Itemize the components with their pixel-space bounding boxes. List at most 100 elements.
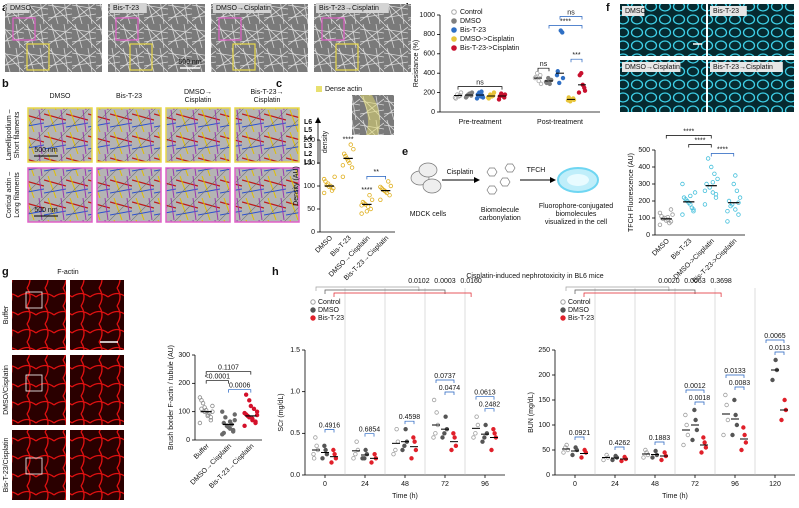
legend-entry: L4 <box>304 135 312 142</box>
caption-bg <box>213 3 272 13</box>
roi-box <box>129 43 153 71</box>
column-header: Cisplatin <box>254 97 281 104</box>
significance-bracket-label: **** <box>683 128 694 135</box>
top-bracket <box>565 286 670 291</box>
y-tick-label: 600 <box>423 51 435 58</box>
data-point <box>558 28 563 33</box>
x-tick-label: 96 <box>481 481 489 488</box>
significance-bracket-label: **** <box>560 18 571 25</box>
p-value-bracket <box>725 374 745 378</box>
data-point <box>733 173 738 178</box>
data-point <box>734 422 740 428</box>
image-caption: DMSO <box>625 8 647 15</box>
data-point <box>579 455 584 460</box>
data-point <box>473 431 478 436</box>
data-point <box>680 181 685 187</box>
cell <box>422 178 442 194</box>
roi-box <box>25 457 43 475</box>
y-tick-label: 200 <box>638 198 650 205</box>
data-point <box>354 439 359 444</box>
legend-arrowhead <box>315 117 321 123</box>
data-point <box>538 81 544 87</box>
data-point <box>340 163 346 168</box>
data-point <box>349 165 355 170</box>
data-point <box>680 212 685 217</box>
arrowhead <box>474 177 480 183</box>
y-tick-label: 0 <box>646 232 650 239</box>
data-point <box>566 95 571 100</box>
data-point <box>227 419 233 424</box>
data-point <box>251 406 257 412</box>
data-point <box>670 212 675 217</box>
data-point <box>742 432 747 438</box>
y-tick-label: 200 <box>423 89 435 96</box>
confocal-image <box>12 355 66 425</box>
column-header: DMSO→ <box>184 89 212 96</box>
panel-label: b <box>2 78 9 90</box>
data-point <box>613 453 618 459</box>
p-value-bracket <box>734 386 745 390</box>
data-point <box>734 188 740 193</box>
data-point <box>723 392 728 398</box>
data-point <box>243 392 249 397</box>
legend-marker <box>560 307 566 313</box>
data-point <box>199 398 204 403</box>
data-point <box>689 205 695 210</box>
column-header: Bis-T-23→ <box>250 89 283 96</box>
top-bracket <box>333 292 472 297</box>
confocal-zoom <box>70 430 124 500</box>
data-point <box>684 422 689 428</box>
data-point <box>653 448 658 454</box>
p-value: 0.0003 <box>434 278 456 285</box>
data-point <box>409 456 414 461</box>
legend-entry: Control <box>318 299 341 306</box>
step-label: MDCK cells <box>410 211 447 218</box>
y-tick-label: 0.5 <box>290 430 300 437</box>
legend-entry: DMSO <box>460 18 482 25</box>
p-value-bracket <box>324 429 335 433</box>
y-axis-label: TFCH Fluorescence (AU) <box>628 153 635 232</box>
legend-entry: L3 <box>304 143 312 150</box>
significance-bracket-label: ** <box>374 169 380 176</box>
filament-image <box>234 167 300 223</box>
x-axis-label: Time (h) <box>392 493 418 500</box>
legend-entry: L1 <box>304 159 312 166</box>
biomolecule <box>486 185 498 195</box>
data-point <box>378 197 383 202</box>
significance-bracket <box>457 86 503 90</box>
significance-bracket-label: 0.0006 <box>229 383 251 390</box>
p-value-bracket <box>435 379 455 383</box>
data-point <box>733 207 738 212</box>
significance-bracket <box>366 176 386 180</box>
data-point <box>453 96 458 101</box>
biomolecule <box>486 167 498 177</box>
p-value: 0.0160 <box>460 278 482 285</box>
caption-bg <box>710 6 747 16</box>
data-point <box>538 72 543 78</box>
caption-bg <box>7 3 30 13</box>
significance-bracket-label: 0.1107 <box>218 365 239 372</box>
y-tick-label: 150 <box>303 160 315 167</box>
legend-entry: DMSO <box>318 307 340 314</box>
legend-marker <box>560 315 566 321</box>
data-point <box>743 440 749 445</box>
data-point <box>715 176 720 182</box>
p-value-bracket-label: 0.4598 <box>399 414 421 421</box>
step-label: TFCH <box>527 167 546 174</box>
data-point <box>731 181 736 187</box>
data-point <box>322 443 327 449</box>
row-label: Lamellipodium – <box>6 109 13 160</box>
p-value-bracket <box>685 389 705 393</box>
data-point <box>413 447 419 453</box>
data-point <box>232 417 237 423</box>
p-value-bracket <box>654 441 665 445</box>
image-caption: DMSO <box>10 5 32 12</box>
x-tick-label: 96 <box>731 481 739 488</box>
significance-bracket <box>710 153 735 157</box>
data-point <box>536 78 541 84</box>
data-point <box>480 439 485 444</box>
data-point <box>348 142 353 147</box>
data-point <box>725 417 731 423</box>
data-point <box>712 171 717 176</box>
